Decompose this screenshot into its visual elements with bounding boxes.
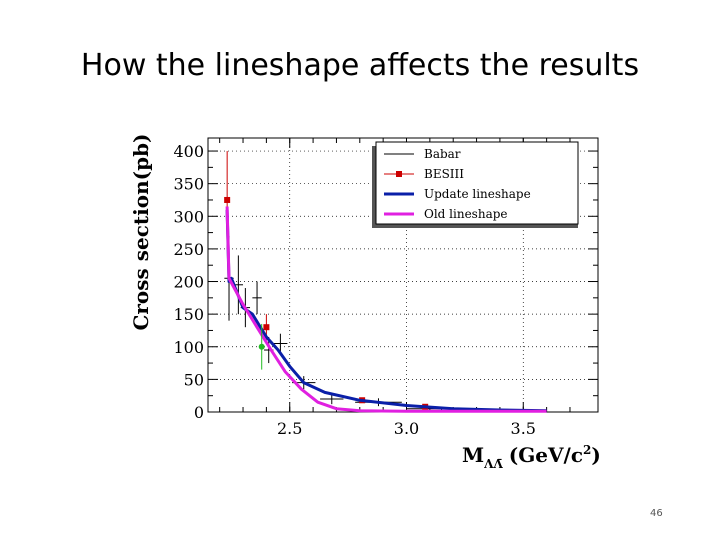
legend-swatch-marker — [396, 171, 402, 177]
x-axis-label-main: M — [462, 443, 484, 467]
y-tick-label: 350 — [173, 175, 204, 194]
data-point-marker — [258, 343, 265, 350]
y-tick-label: 50 — [184, 370, 204, 389]
y-tick-label: 0 — [194, 403, 204, 422]
legend-label: Old lineshape — [424, 207, 508, 221]
data-point-marker — [224, 196, 231, 203]
y-tick-label: 300 — [173, 207, 204, 226]
x-tick-label: 2.5 — [277, 419, 302, 438]
slide-title: How the lineshape affects the results — [80, 48, 640, 83]
legend-label: BESIII — [424, 167, 464, 181]
x-axis-label-sup: 2 — [583, 443, 591, 457]
data-point-marker — [263, 324, 270, 331]
page-number: 46 — [650, 508, 663, 519]
y-tick-label: 250 — [173, 240, 204, 259]
legend-box — [375, 141, 579, 225]
x-tick-label: 3.0 — [394, 419, 419, 438]
series-line — [225, 206, 547, 413]
x-axis-label: MΛΛ̄ (GeV/c2) — [462, 443, 601, 471]
series-layer — [224, 151, 547, 413]
y-axis-label: Cross section(pb) — [129, 133, 153, 330]
series-line — [225, 209, 547, 413]
y-tick-label: 150 — [173, 305, 204, 324]
x-axis-label-sub: ΛΛ̄ — [483, 457, 503, 471]
y-tick-label: 400 — [173, 142, 204, 161]
axis-ticks: 0 50 100 150 200 250 300 350 400 2.5 3.0 3.5 — [173, 138, 598, 438]
legend-label: Babar — [424, 147, 461, 161]
x-axis-label-units: (GeV/c — [509, 443, 583, 467]
y-tick-label: 200 — [173, 273, 204, 292]
x-axis-label-end: ) — [591, 443, 600, 467]
legend: Babar BESIII Update lineshape Old lineshape — [372, 141, 579, 228]
x-tick-label: 3.5 — [511, 419, 536, 438]
y-tick-label: 100 — [173, 338, 204, 357]
legend-label: Update lineshape — [424, 187, 531, 201]
